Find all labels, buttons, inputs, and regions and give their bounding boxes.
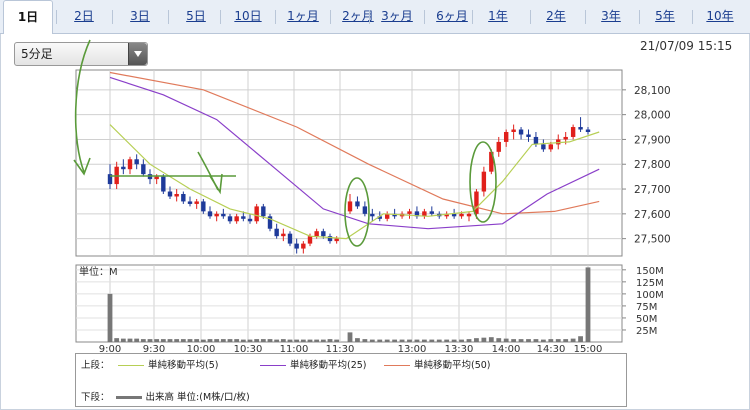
dropdown-arrow-icon[interactable]	[128, 43, 147, 65]
legend: 上段： 単純移動平均(5) 単純移動平均(25) 単純移動平均(50) 下段： 出…	[75, 353, 627, 407]
tab-8[interactable]: 6ヶ月	[436, 9, 468, 23]
tab-9[interactable]: 1年	[488, 9, 508, 23]
ma50-swatch	[384, 365, 410, 366]
tab-10[interactable]: 2年	[546, 9, 566, 23]
legend-ma5-label: 単純移動平均(5)	[148, 360, 219, 371]
ma25-swatch	[260, 365, 286, 366]
tab-separator	[639, 10, 640, 24]
legend-lower: 下段： 出来高 単位:(M株/口/枚)	[81, 389, 250, 403]
tab-6[interactable]: 2ヶ月	[342, 9, 374, 23]
ma5-swatch	[118, 365, 144, 366]
tab-13[interactable]: 10年	[706, 9, 734, 23]
timestamp: 21/07/09 15:15	[640, 39, 733, 53]
tab-separator	[275, 10, 276, 24]
tab-separator	[369, 10, 370, 24]
legend-ma5: 単純移動平均(5)	[110, 357, 218, 371]
legend-ma25: 単純移動平均(25)	[252, 357, 367, 371]
tab-separator	[112, 10, 113, 24]
legend-ma50: 単純移動平均(50)	[376, 357, 491, 371]
tab-separator	[692, 10, 693, 24]
tab-1[interactable]: 2日	[74, 9, 94, 23]
tab-7[interactable]: 3ヶ月	[381, 9, 413, 23]
tab-12[interactable]: 5年	[655, 9, 675, 23]
tab-11[interactable]: 3年	[601, 9, 621, 23]
tab-0[interactable]: 1日	[3, 0, 53, 35]
volume-swatch	[115, 396, 142, 399]
legend-lower-label: 下段：	[81, 392, 110, 403]
tab-separator	[220, 10, 221, 24]
tab-separator	[472, 10, 473, 24]
legend-upper: 上段：	[81, 357, 110, 371]
tab-separator	[530, 10, 531, 24]
period-tabs: 1日 2日 3日 5日 10日 1ヶ月 2ヶ月 3ヶ月 6ヶ月 1年 2年 3年 5年 10年	[0, 0, 750, 35]
interval-select[interactable]: 5分足	[14, 42, 148, 66]
tab-3[interactable]: 5日	[186, 9, 206, 23]
legend-ma25-label: 単純移動平均(25)	[290, 360, 367, 371]
tab-separator	[56, 10, 57, 24]
legend-volume-label: 出来高 単位:(M株/口/枚)	[145, 392, 250, 403]
interval-select-value: 5分足	[21, 47, 53, 61]
tab-2[interactable]: 3日	[130, 9, 150, 23]
tab-separator	[330, 10, 331, 24]
legend-upper-label: 上段：	[81, 360, 110, 371]
tab-separator	[424, 10, 425, 24]
tab-4[interactable]: 10日	[234, 9, 262, 23]
tab-5[interactable]: 1ヶ月	[287, 9, 319, 23]
legend-ma50-label: 単純移動平均(50)	[414, 360, 491, 371]
tab-separator	[585, 10, 586, 24]
tab-separator	[168, 10, 169, 24]
